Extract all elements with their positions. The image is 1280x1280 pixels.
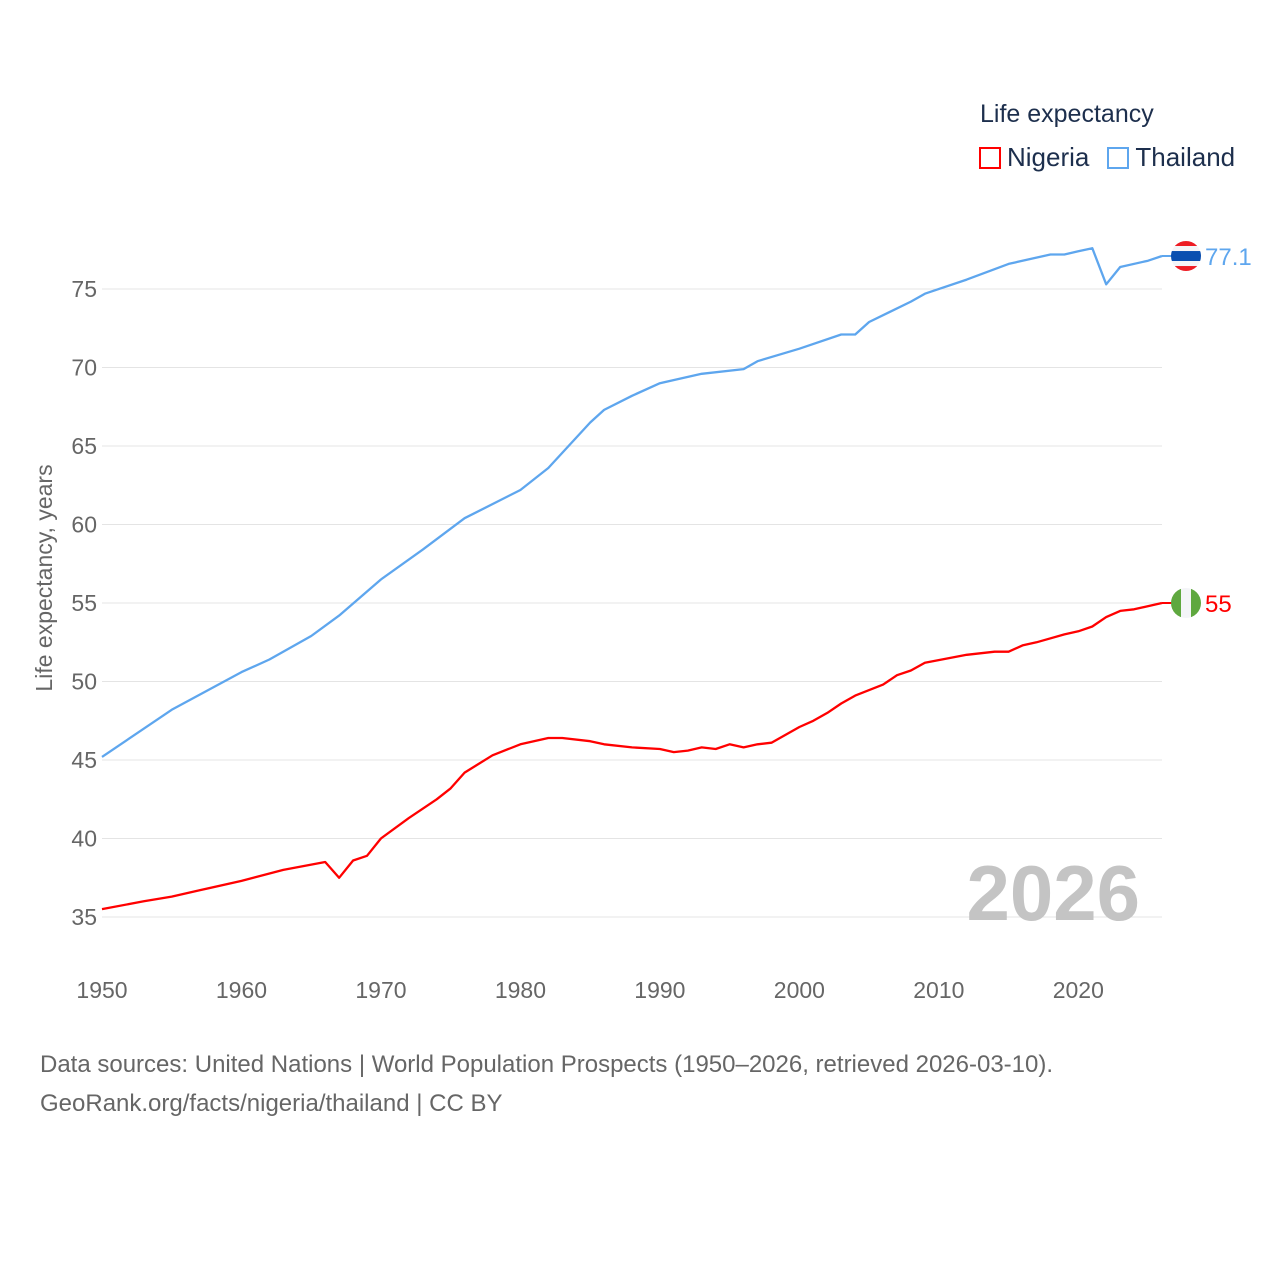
- legend-item-thailand[interactable]: Thailand: [1107, 142, 1235, 173]
- thailand-flag-icon: [1171, 246, 1201, 252]
- x-tick-label: 1960: [216, 977, 267, 1003]
- nigeria-flag-icon: [1181, 588, 1191, 618]
- y-tick-label: 45: [71, 747, 97, 773]
- y-axis-title: Life expectancy, years: [31, 464, 57, 691]
- series-line-nigeria: [101, 601, 1163, 911]
- legend-label-nigeria: Nigeria: [1007, 142, 1090, 172]
- year-watermark: 2026: [966, 849, 1140, 937]
- x-tick-label: 1950: [76, 977, 127, 1003]
- thailand-flag-icon: [1171, 251, 1201, 262]
- y-tick-label: 50: [71, 669, 97, 695]
- legend-title: Life expectancy: [980, 100, 1154, 128]
- thailand-flag-icon: [1171, 241, 1201, 247]
- x-tick-label: 2000: [774, 977, 825, 1003]
- x-tick-label: 2010: [913, 977, 964, 1003]
- x-tick-label: 1970: [355, 977, 406, 1003]
- thailand-flag-icon: [1171, 261, 1201, 267]
- credit-line: GeoRank.org/facts/nigeria/thailand | CC …: [40, 1090, 503, 1117]
- x-tick-label: 2020: [1053, 977, 1104, 1003]
- nigeria-flag-icon: [1191, 588, 1201, 618]
- x-tick-label: 1990: [634, 977, 685, 1003]
- nigeria-flag-icon: [1171, 588, 1181, 618]
- source-line: Data sources: United Nations | World Pop…: [40, 1051, 1054, 1078]
- y-tick-label: 35: [71, 904, 97, 930]
- y-tick-label: 75: [71, 276, 97, 302]
- source-note: Data sources: United Nations | World Pop…: [40, 1045, 1053, 1123]
- end-value-label-thailand: 77.1: [1205, 244, 1252, 271]
- legend-label-thailand: Thailand: [1135, 142, 1236, 172]
- series-line-thailand: [101, 247, 1163, 758]
- legend-swatch-thailand: [1107, 146, 1130, 169]
- legend-swatch-nigeria: [979, 146, 1001, 169]
- x-tick-label: 1980: [495, 977, 546, 1003]
- legend: Nigeria Thailand: [979, 142, 1235, 173]
- y-tick-label: 40: [71, 826, 97, 852]
- y-tick-label: 55: [71, 590, 97, 616]
- end-value-label-nigeria: 55: [1205, 591, 1232, 618]
- legend-item-nigeria[interactable]: Nigeria: [979, 142, 1089, 173]
- thailand-flag-icon: [1171, 266, 1201, 272]
- y-tick-label: 60: [71, 512, 97, 538]
- y-tick-label: 70: [71, 355, 97, 381]
- y-tick-label: 65: [71, 433, 97, 459]
